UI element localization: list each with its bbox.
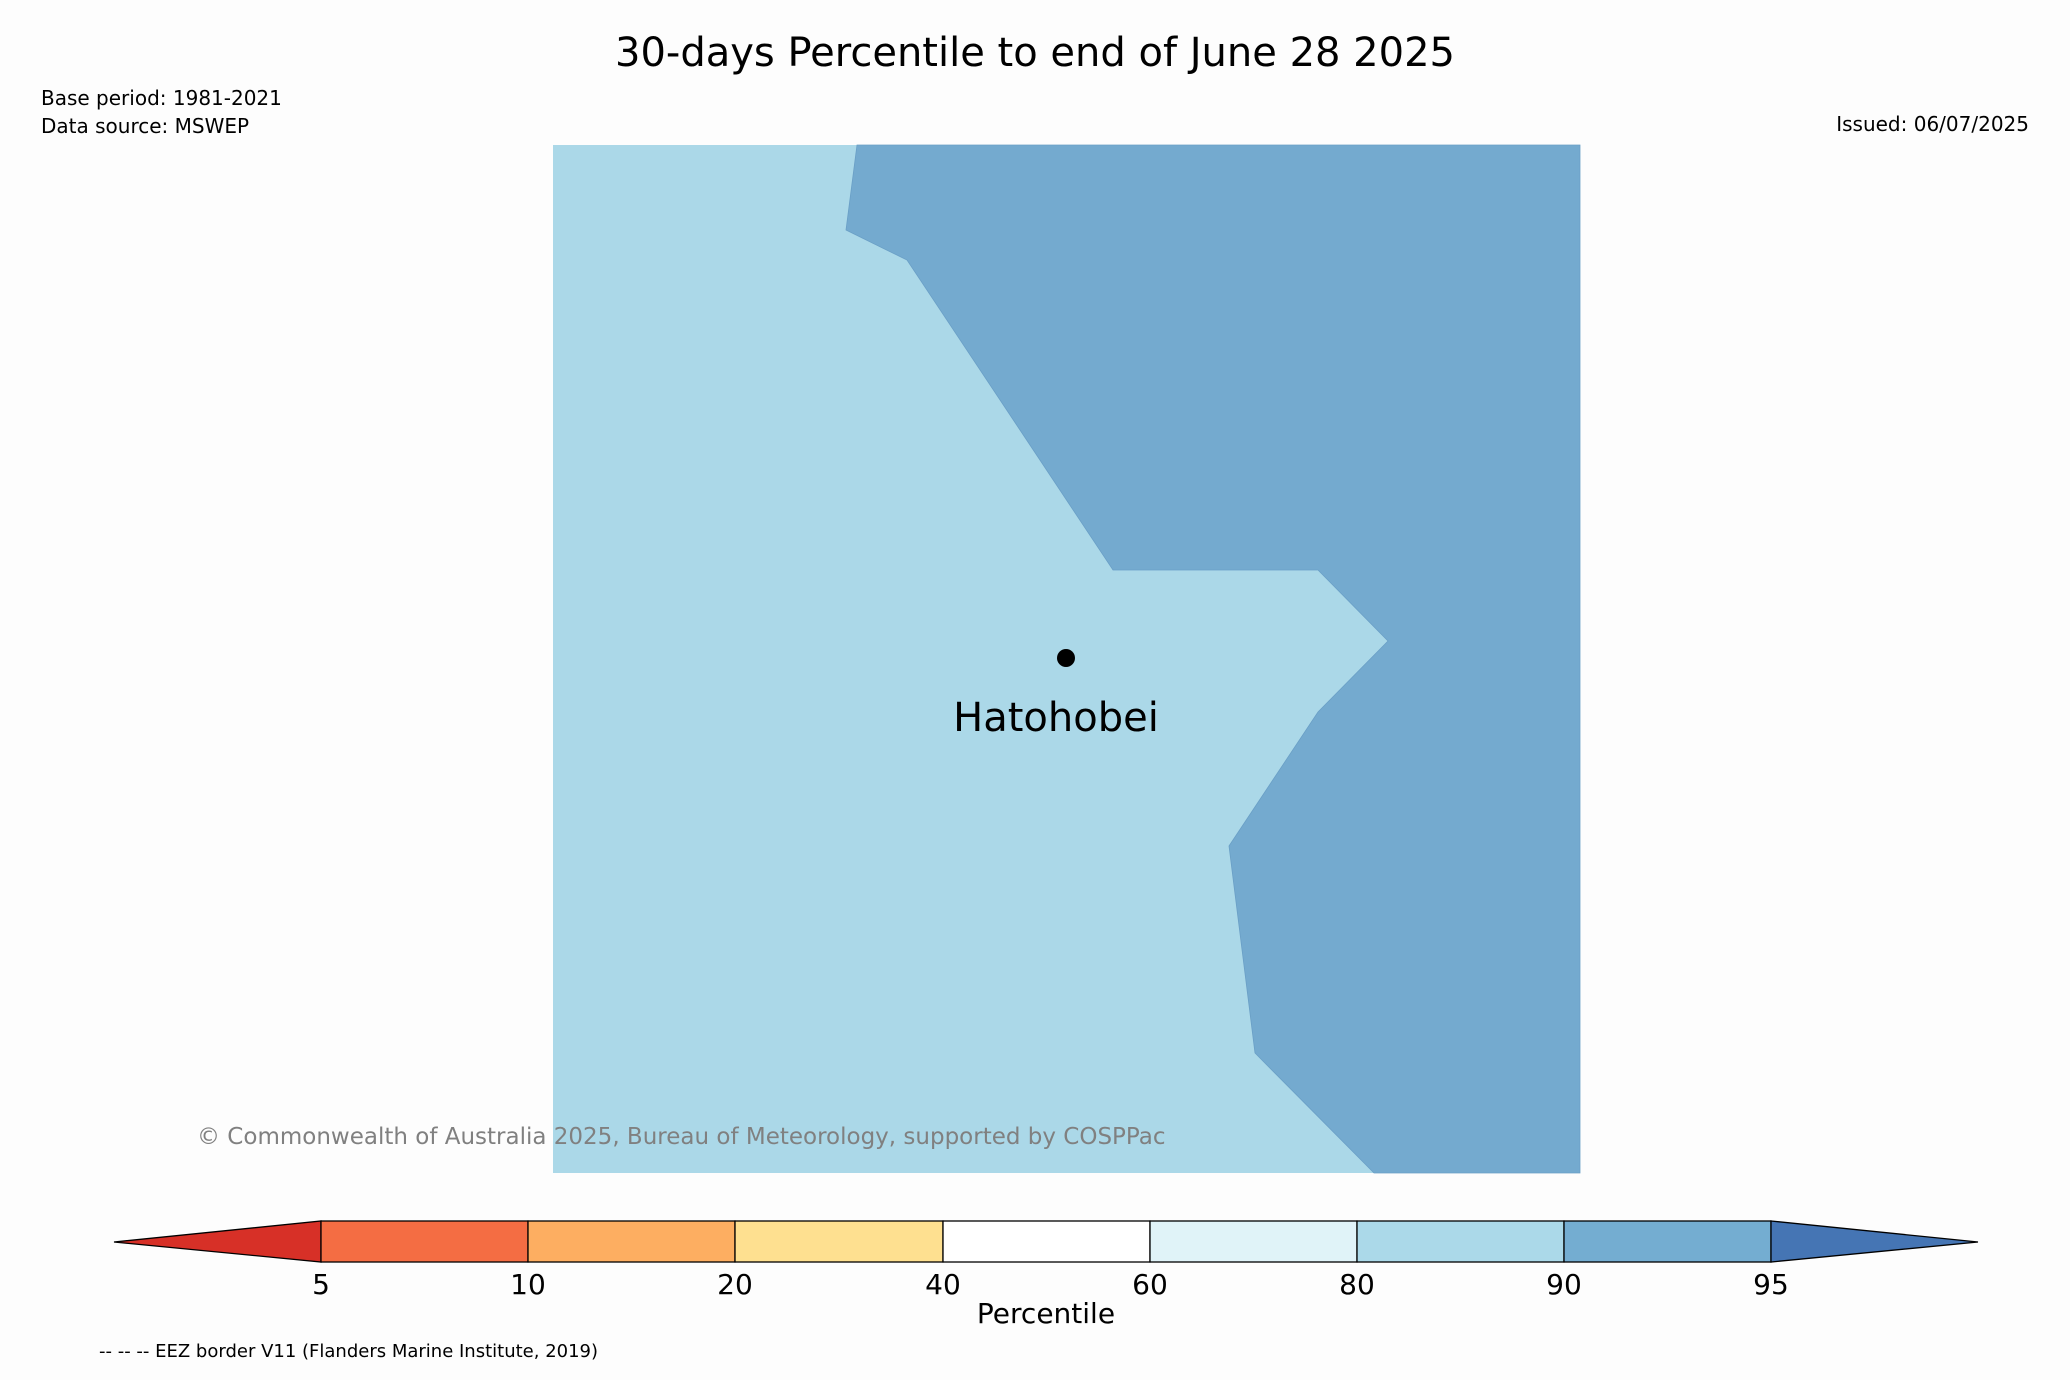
tick-label-20: 20	[717, 1268, 753, 1301]
copyright-text: © Commonwealth of Australia 2025, Bureau…	[197, 1124, 1166, 1150]
eez-border-note: -- -- -- EEZ border V11 (Flanders Marine…	[99, 1341, 599, 1362]
map-panel: Hatohobei	[553, 144, 1581, 1174]
region-90-95-percentile	[845, 144, 1581, 1174]
colorbar-segment-40-60	[942, 1220, 1151, 1263]
colorbar-under-extension	[113, 1220, 322, 1263]
colorbar-segment-5-10	[320, 1220, 529, 1263]
colorbar-segment-60-80	[1149, 1220, 1358, 1263]
colorbar-segment-90-95	[1563, 1220, 1772, 1263]
tick-label-95: 95	[1753, 1268, 1789, 1301]
issued-date: Issued: 06/07/2025	[1836, 112, 2029, 136]
colorbar-label: Percentile	[977, 1297, 1115, 1330]
tick-label-10: 10	[510, 1268, 546, 1301]
base-period: Base period: 1981-2021	[41, 86, 282, 110]
data-source: Data source: MSWEP	[41, 114, 250, 138]
location-marker	[1057, 649, 1075, 667]
tick-label-5: 5	[312, 1268, 330, 1301]
colorbar	[113, 1220, 1979, 1263]
colorbar-segment-20-40	[734, 1220, 944, 1263]
tick-label-90: 90	[1546, 1268, 1582, 1301]
tick-label-60: 60	[1132, 1268, 1168, 1301]
tick-label-40: 40	[925, 1268, 961, 1301]
colorbar-ticks: 5 10 20 40 60 80 90 95	[312, 1268, 1789, 1301]
colorbar-segment-80-90	[1356, 1220, 1565, 1263]
colorbar-over-extension	[1770, 1220, 1979, 1263]
tick-label-80: 80	[1339, 1268, 1375, 1301]
colorbar-segment-10-20	[527, 1220, 736, 1263]
location-label: Hatohobei	[953, 695, 1159, 741]
meta-info: Base period: 1981-2021 Data source: MSWE…	[41, 84, 282, 140]
map-title: 30-days Percentile to end of June 28 202…	[615, 30, 1455, 76]
